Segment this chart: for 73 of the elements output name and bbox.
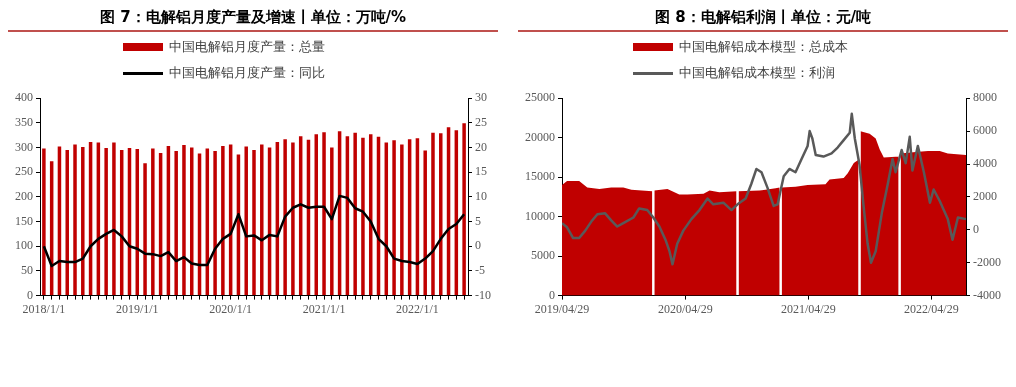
y2-tick-label: 0 xyxy=(973,221,979,236)
y2-tick-label: 10 xyxy=(475,189,487,204)
y-tick-label: 15000 xyxy=(525,169,555,184)
y-tick-label: 100 xyxy=(15,238,33,253)
y2-tick-label: 2000 xyxy=(973,189,997,204)
y-tick-label: 25000 xyxy=(525,90,555,105)
y2-tick-label: -10 xyxy=(475,287,491,302)
bar xyxy=(439,133,443,296)
x-tick-label: 2021/1/1 xyxy=(302,301,346,316)
y2-tick-label: 4000 xyxy=(973,156,997,171)
bar xyxy=(423,150,427,296)
bar xyxy=(353,132,357,296)
y2-tick-label: 20 xyxy=(475,139,487,154)
y2-tick-label: 0 xyxy=(475,238,481,253)
bar xyxy=(252,150,256,296)
y-tick-label: 400 xyxy=(15,90,33,105)
bar xyxy=(283,139,287,296)
y-tick-label: 250 xyxy=(15,164,33,179)
y-tick-label: 350 xyxy=(15,115,33,130)
x-tick-label: 2019/1/1 xyxy=(115,301,159,316)
bar xyxy=(81,147,85,296)
legend-label: 中国电解铝成本模型：利润 xyxy=(679,64,835,82)
bar xyxy=(400,144,404,296)
bar xyxy=(322,132,326,296)
y2-tick-label: 6000 xyxy=(973,123,997,138)
x-tick-label: 2020/1/1 xyxy=(209,301,252,316)
chart-title: 图 8：电解铝利润丨单位：元/吨 xyxy=(518,8,1008,32)
bar xyxy=(182,145,186,296)
y-tick-label: 10000 xyxy=(525,208,555,223)
bar xyxy=(143,163,147,296)
y2-tick-label: 8000 xyxy=(973,90,997,105)
x-tick-label: 2020/04/29 xyxy=(657,301,713,316)
y-tick-label: 20000 xyxy=(525,129,555,144)
x-tick-label: 2018/1/1 xyxy=(22,301,66,316)
x-tick-label: 2021/04/29 xyxy=(780,301,836,316)
y-tick-label: 300 xyxy=(15,139,33,154)
bar xyxy=(73,144,77,296)
bar xyxy=(104,148,108,296)
x-tick-label: 2022/04/29 xyxy=(903,301,959,316)
bar xyxy=(291,142,295,296)
bar xyxy=(65,150,69,296)
legend-label: 中国电解铝成本模型：总成本 xyxy=(679,38,848,56)
y2-tick-label: 5 xyxy=(475,213,481,228)
bar xyxy=(112,142,116,296)
y2-tick-label: -4000 xyxy=(973,287,1001,302)
bar xyxy=(431,132,435,296)
bar xyxy=(392,140,396,296)
bar xyxy=(213,151,217,296)
y-tick-label: 50 xyxy=(21,263,33,278)
legend-label: 中国电解铝月度产量：总量 xyxy=(169,38,325,56)
bar xyxy=(361,137,365,296)
y-tick-label: 150 xyxy=(15,213,33,228)
bar xyxy=(462,123,466,296)
y2-tick-label: 30 xyxy=(475,90,487,105)
bar xyxy=(221,146,225,296)
y-tick-label: 5000 xyxy=(531,248,555,263)
x-tick-label: 2022/1/1 xyxy=(396,301,439,316)
y2-tick-label: 25 xyxy=(475,115,487,130)
y-tick-label: 200 xyxy=(15,189,33,204)
y2-tick-label: -5 xyxy=(475,263,485,278)
bar xyxy=(42,148,46,296)
bar xyxy=(260,144,264,296)
bar xyxy=(151,148,155,296)
y-tick-label: 0 xyxy=(27,287,33,302)
y-tick-label: 0 xyxy=(549,287,555,302)
y2-tick-label: 15 xyxy=(475,164,487,179)
bar xyxy=(174,151,178,296)
y2-tick-label: -2000 xyxy=(973,254,1001,269)
bar xyxy=(244,146,248,296)
x-tick-label: 2019/04/29 xyxy=(534,301,590,316)
chart-title: 图 7：电解铝月度产量及增速丨单位：万吨/% xyxy=(8,8,498,32)
bar xyxy=(330,147,334,296)
legend-label: 中国电解铝月度产量：同比 xyxy=(169,64,325,82)
